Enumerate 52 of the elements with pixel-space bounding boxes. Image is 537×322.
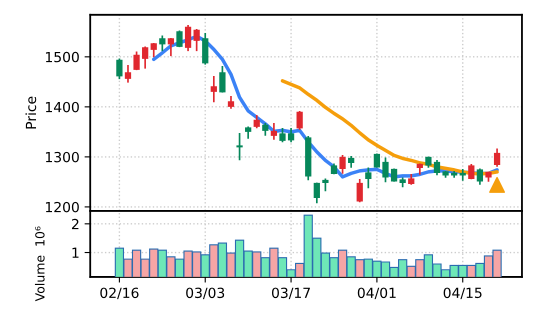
candlestick [270, 123, 278, 140]
y-tick-label: 1500 [46, 52, 79, 62]
x-tick-label: 03/17 [272, 288, 310, 300]
y-tick-label: 1200 [46, 202, 79, 212]
y-axis-title: Volume 10⁶ [34, 226, 45, 302]
candlestick [382, 158, 389, 182]
candlestick [434, 160, 440, 176]
candlestick [330, 164, 338, 174]
candlestick [476, 168, 484, 185]
candlestick [322, 178, 329, 192]
candlestick [116, 58, 123, 80]
candlestick [150, 42, 157, 58]
y-tick-label: 1 [72, 248, 79, 258]
candlestick [236, 133, 243, 160]
candlestick [494, 148, 500, 167]
candlestick [228, 96, 234, 109]
candlestick [245, 126, 252, 139]
x-tick-label: 04/01 [358, 288, 396, 300]
candlestick [124, 65, 132, 83]
y-tick-label: 1300 [46, 152, 79, 162]
y-tick-label: 2 [72, 218, 78, 230]
candlestick [416, 164, 423, 175]
candlestick [390, 168, 398, 182]
candlestick [210, 76, 217, 102]
candlestick [460, 169, 466, 181]
candlestick [254, 115, 260, 128]
candlestick [339, 155, 346, 174]
x-tick-label: 02/16 [100, 288, 139, 300]
candlestick [374, 154, 380, 168]
candlestick [348, 156, 354, 168]
candlestick [296, 111, 303, 130]
y-axis-title: Price [25, 96, 36, 128]
candlestick [262, 123, 268, 136]
candlestick [159, 35, 166, 52]
candlestick [219, 66, 226, 93]
candlestick [314, 182, 320, 204]
candlestick [365, 168, 372, 188]
candlestick [168, 38, 174, 56]
candlestick [133, 51, 140, 70]
x-tick-label: 03/03 [186, 288, 224, 300]
candlestick [288, 128, 294, 142]
candlestick [194, 28, 200, 52]
y-tick-label: 1400 [46, 102, 79, 112]
candlestick [425, 156, 432, 168]
candlestick [356, 179, 363, 202]
candlestick [468, 164, 474, 180]
candlestick [408, 174, 414, 185]
candlestick [142, 46, 148, 69]
x-tick-label: 04/15 [444, 288, 482, 300]
candlestick [279, 128, 286, 142]
candlestick [176, 30, 183, 48]
candlestick [184, 24, 192, 52]
